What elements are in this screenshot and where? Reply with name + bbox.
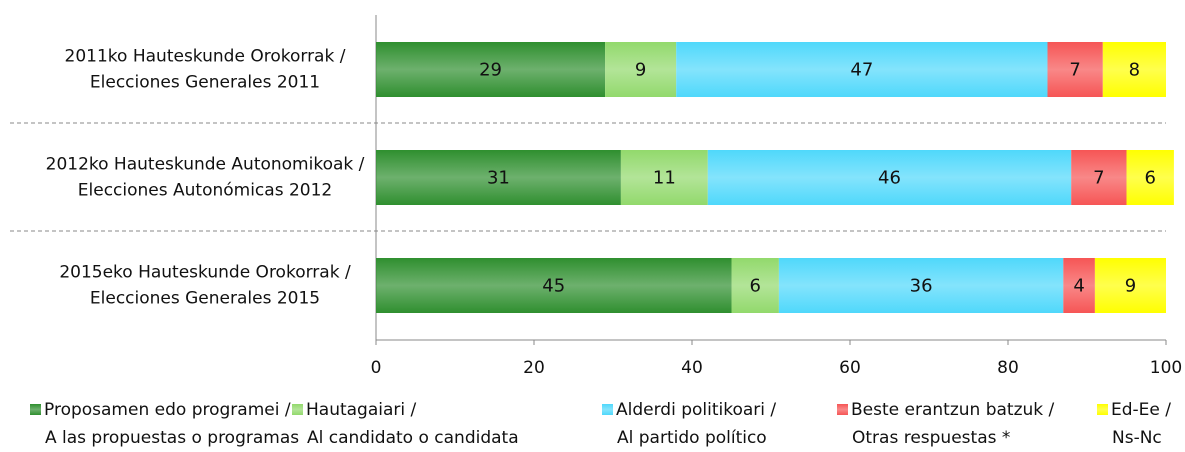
bar-segment (731, 258, 779, 313)
bar-segment (676, 42, 1048, 97)
category-label: Elecciones Autonómicas 2012 (78, 181, 332, 201)
value-label: 31 (487, 168, 510, 189)
bar-segment (1094, 258, 1166, 313)
bar-segment (1126, 150, 1174, 205)
legend-label: Hautagaiari / (306, 400, 417, 420)
value-label: 36 (910, 276, 933, 297)
value-label: 7 (1069, 60, 1080, 81)
category-label: Elecciones Generales 2011 (90, 73, 320, 93)
legend-label: Al candidato o candidata (307, 428, 519, 448)
legend-label: Ed-Ee / (1111, 400, 1171, 420)
legend-swatch (292, 404, 303, 415)
value-label: 47 (850, 60, 873, 81)
bar-segment (620, 150, 708, 205)
bar-segment (778, 258, 1064, 313)
legend-label: Beste erantzun batzuk / (851, 400, 1055, 420)
value-label: 29 (479, 60, 502, 81)
value-label: 9 (635, 60, 646, 81)
legend-swatch (837, 404, 848, 415)
legend-label: Proposamen edo programei / (44, 400, 291, 420)
x-tick-label: 20 (523, 358, 545, 378)
bar-segment (376, 150, 621, 205)
bar-segment (1071, 150, 1127, 205)
x-tick-label: 0 (371, 358, 382, 378)
legend-label: Alderdi politikoari / (616, 400, 776, 420)
value-label: 11 (653, 168, 676, 189)
value-label: 45 (542, 276, 565, 297)
bar-segment (605, 42, 677, 97)
bar-segment (1063, 258, 1095, 313)
category-label: 2015eko Hauteskunde Orokorrak / (59, 263, 351, 283)
legend-label: Al partido político (617, 428, 767, 448)
value-label: 8 (1129, 60, 1140, 81)
category-label: 2011ko Hauteskunde Orokorrak / (65, 47, 346, 67)
legend-label: A las propuestas o programas (45, 428, 299, 448)
category-label: 2012ko Hauteskunde Autonomikoak / (46, 155, 365, 175)
bar-segment (707, 150, 1072, 205)
value-label: 7 (1093, 168, 1104, 189)
x-tick-label: 100 (1150, 358, 1182, 378)
value-label: 4 (1073, 276, 1084, 297)
value-label: 46 (878, 168, 901, 189)
x-tick-label: 80 (997, 358, 1019, 378)
bar-segment (1102, 42, 1166, 97)
value-label: 6 (749, 276, 760, 297)
legend-swatch (30, 404, 41, 415)
bar-segment (1047, 42, 1103, 97)
legend-swatch (1097, 404, 1108, 415)
value-label: 9 (1125, 276, 1136, 297)
category-label: Elecciones Generales 2015 (90, 289, 320, 309)
value-label: 6 (1144, 168, 1155, 189)
x-tick-label: 40 (681, 358, 703, 378)
bar-segment (376, 42, 606, 97)
legend-swatch (602, 404, 613, 415)
bar-segment (376, 258, 732, 313)
legend-label: Ns-Nc (1112, 428, 1162, 448)
x-tick-label: 60 (839, 358, 861, 378)
legend-label: Otras respuestas * (852, 428, 1010, 448)
